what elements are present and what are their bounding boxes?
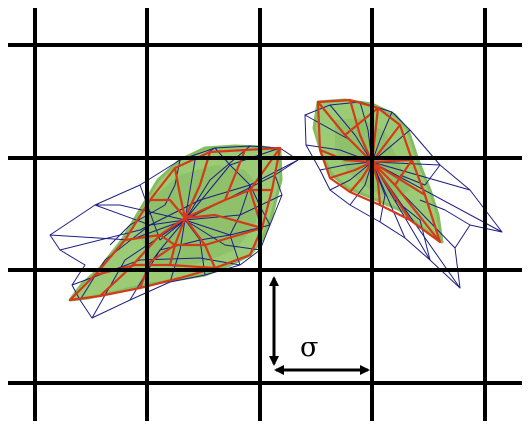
sigma-label: σ (300, 332, 318, 363)
sigma-arrows (269, 276, 370, 375)
grid (8, 8, 522, 421)
right-leaf-shape (304, 98, 503, 289)
left-leaf-shape (49, 144, 299, 319)
